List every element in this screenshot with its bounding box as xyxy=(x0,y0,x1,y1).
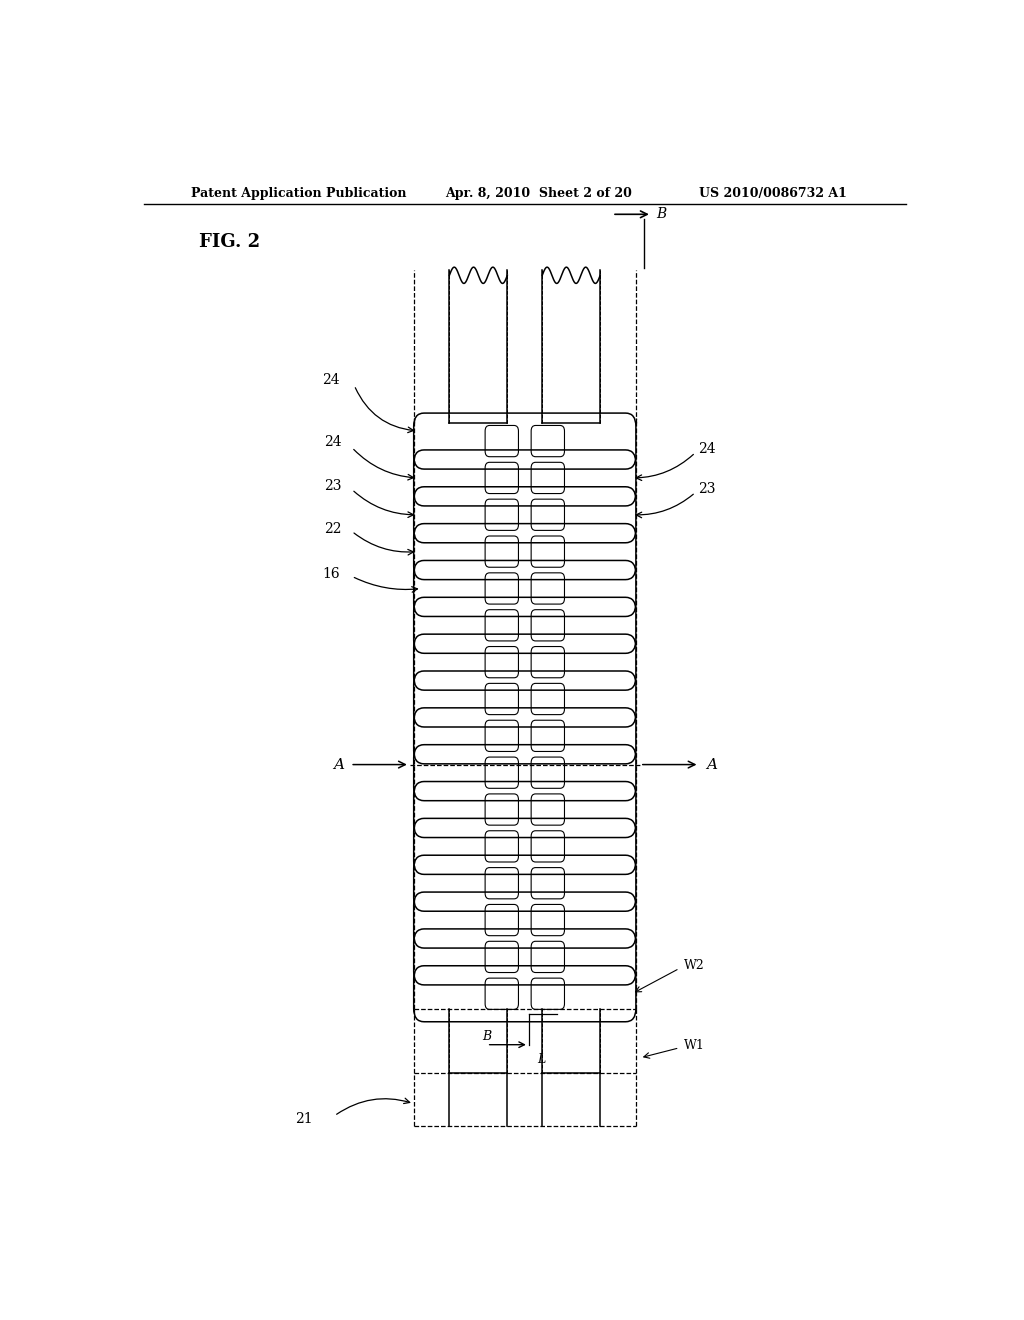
Text: Apr. 8, 2010  Sheet 2 of 20: Apr. 8, 2010 Sheet 2 of 20 xyxy=(445,187,632,201)
Text: 22: 22 xyxy=(324,523,342,536)
Text: W2: W2 xyxy=(684,958,705,972)
Text: FIG. 2: FIG. 2 xyxy=(200,232,260,251)
Text: B: B xyxy=(655,207,666,222)
Text: 24: 24 xyxy=(324,436,342,449)
Text: Patent Application Publication: Patent Application Publication xyxy=(191,187,407,201)
Text: US 2010/0086732 A1: US 2010/0086732 A1 xyxy=(699,187,847,201)
Text: 23: 23 xyxy=(697,482,716,496)
Text: 24: 24 xyxy=(323,374,340,387)
Text: 21: 21 xyxy=(295,1111,312,1126)
Text: 23: 23 xyxy=(324,479,342,494)
Text: B: B xyxy=(482,1030,492,1043)
Text: W1: W1 xyxy=(684,1039,705,1052)
Text: A: A xyxy=(706,758,717,772)
Text: 24: 24 xyxy=(697,442,716,457)
Text: L: L xyxy=(537,1053,545,1065)
Text: A: A xyxy=(333,758,344,772)
Text: 16: 16 xyxy=(323,568,340,581)
